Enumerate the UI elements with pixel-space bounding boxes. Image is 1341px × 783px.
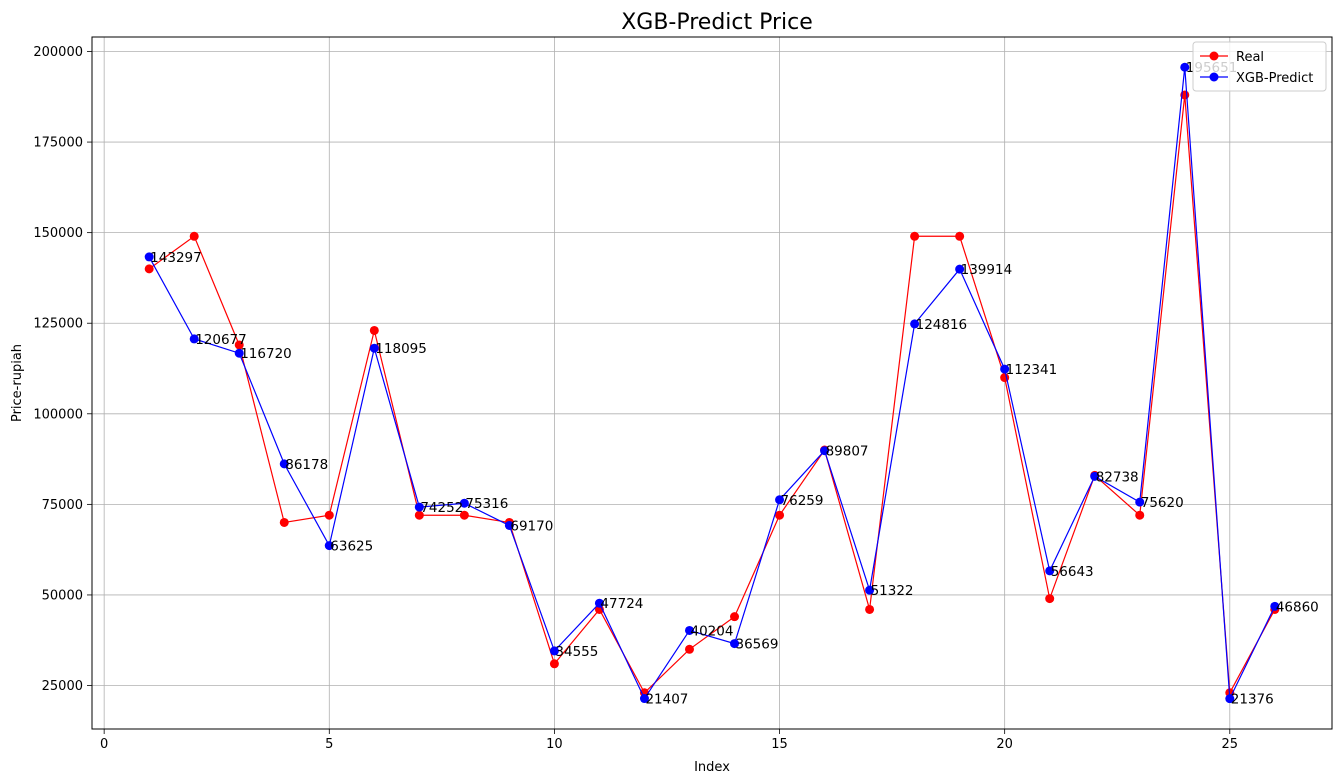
x-tick-label: 15 bbox=[771, 737, 788, 752]
y-axis-label: Price-rupiah bbox=[10, 344, 25, 422]
xgb-predict-point bbox=[865, 585, 875, 595]
xgb-predict-point bbox=[910, 319, 920, 329]
xgb-predict-point bbox=[234, 348, 244, 358]
data-label: 124816 bbox=[916, 317, 968, 333]
series-layer bbox=[144, 62, 1280, 704]
xgb-predict-point bbox=[414, 502, 424, 512]
data-label: 139914 bbox=[961, 262, 1013, 278]
data-label: 21407 bbox=[645, 692, 688, 708]
legend-label: Real bbox=[1236, 50, 1264, 65]
real-point bbox=[414, 510, 424, 520]
real-point bbox=[549, 659, 559, 669]
data-label: 21376 bbox=[1231, 692, 1274, 708]
real-point bbox=[459, 510, 469, 520]
data-label: 63625 bbox=[330, 539, 373, 555]
data-label: 143297 bbox=[150, 250, 202, 266]
xgb-predict-point bbox=[1090, 471, 1100, 481]
xgb-predict-point bbox=[1270, 601, 1280, 611]
xgb-predict-series-line bbox=[148, 67, 1276, 701]
data-label: 89807 bbox=[826, 444, 869, 460]
data-label: 86178 bbox=[285, 457, 328, 473]
xgb-predict-point bbox=[1135, 497, 1145, 507]
legend-marker bbox=[1209, 72, 1219, 82]
xgb-predict-point bbox=[1045, 566, 1055, 576]
x-tick-label: 5 bbox=[325, 737, 333, 752]
xgb-predict-point bbox=[775, 495, 785, 505]
ticks: 0 5 10 15 20 25 25000 50000 75000 100000 125000 150… bbox=[33, 45, 1238, 752]
real-point bbox=[684, 644, 694, 654]
x-tick-label: 0 bbox=[100, 737, 108, 752]
legend: Real XGB-Predict bbox=[1192, 41, 1327, 92]
data-label: 116720 bbox=[240, 346, 292, 362]
legend-box bbox=[1192, 41, 1327, 92]
real-point bbox=[865, 604, 875, 614]
xgb-predict-point bbox=[1225, 694, 1235, 704]
legend-label: XGB-Predict bbox=[1236, 71, 1313, 86]
data-label: 47724 bbox=[600, 596, 643, 612]
data-label: 40204 bbox=[690, 623, 733, 639]
real-point bbox=[369, 325, 379, 335]
data-label: 56643 bbox=[1051, 564, 1094, 580]
real-point bbox=[730, 612, 740, 622]
real-point bbox=[324, 510, 334, 520]
data-label: 69170 bbox=[510, 518, 553, 534]
xgb-predict-point bbox=[459, 498, 469, 508]
chart-title: XGB-Predict Price bbox=[621, 10, 813, 35]
xgb-predict-point bbox=[549, 646, 559, 656]
y-tick-label: 100000 bbox=[33, 407, 83, 422]
xgb-predict-point bbox=[639, 694, 649, 704]
xgb-predict-point bbox=[820, 446, 830, 456]
real-point bbox=[775, 510, 785, 520]
data-label: 118095 bbox=[375, 341, 427, 357]
real-point bbox=[279, 517, 289, 527]
xgb-predict-point bbox=[730, 639, 740, 649]
real-point bbox=[910, 231, 920, 241]
x-tick-label: 25 bbox=[1222, 737, 1239, 752]
real-series-line bbox=[148, 94, 1276, 695]
y-tick-label: 200000 bbox=[33, 45, 83, 60]
y-tick-label: 125000 bbox=[33, 317, 83, 332]
data-label: 51322 bbox=[871, 583, 914, 599]
data-label: 46860 bbox=[1276, 599, 1319, 615]
xgb-predict-point bbox=[189, 334, 199, 344]
data-label: 74252 bbox=[420, 500, 463, 516]
real-point bbox=[189, 231, 199, 241]
xgb-predict-point bbox=[955, 264, 965, 274]
data-label: 36569 bbox=[736, 637, 779, 653]
y-tick-label: 175000 bbox=[33, 136, 83, 151]
legend-marker bbox=[1209, 51, 1219, 61]
xgb-predict-point bbox=[684, 625, 694, 635]
xgb-predict-point bbox=[324, 541, 334, 551]
real-point bbox=[234, 340, 244, 350]
x-axis-label: Index bbox=[694, 760, 730, 775]
real-point bbox=[955, 231, 965, 241]
x-tick-label: 10 bbox=[546, 737, 563, 752]
xgb-predict-point bbox=[279, 459, 289, 469]
data-label: 75620 bbox=[1141, 495, 1184, 511]
data-label: 120677 bbox=[195, 332, 247, 348]
y-tick-label: 50000 bbox=[42, 588, 83, 603]
data-label: 75316 bbox=[465, 496, 508, 512]
xgb-predict-point bbox=[504, 520, 514, 530]
xgb-predict-point bbox=[594, 598, 604, 608]
xgb-predict-point bbox=[1000, 364, 1010, 374]
plot-frame bbox=[91, 36, 1333, 730]
x-tick-label: 20 bbox=[996, 737, 1013, 752]
grid bbox=[92, 37, 1332, 729]
y-tick-label: 150000 bbox=[33, 226, 83, 241]
real-point bbox=[144, 264, 154, 274]
data-label: 82738 bbox=[1096, 469, 1139, 485]
real-point bbox=[1135, 510, 1145, 520]
data-label: 34555 bbox=[555, 644, 598, 660]
xgb-predict-point bbox=[1180, 62, 1190, 72]
xgb-predict-point bbox=[144, 252, 154, 262]
data-label: 76259 bbox=[781, 493, 824, 509]
y-tick-label: 75000 bbox=[42, 498, 83, 513]
xgb-predict-point bbox=[369, 343, 379, 353]
real-point bbox=[1045, 594, 1055, 604]
y-tick-label: 25000 bbox=[42, 679, 83, 694]
data-label: 112341 bbox=[1006, 362, 1058, 378]
